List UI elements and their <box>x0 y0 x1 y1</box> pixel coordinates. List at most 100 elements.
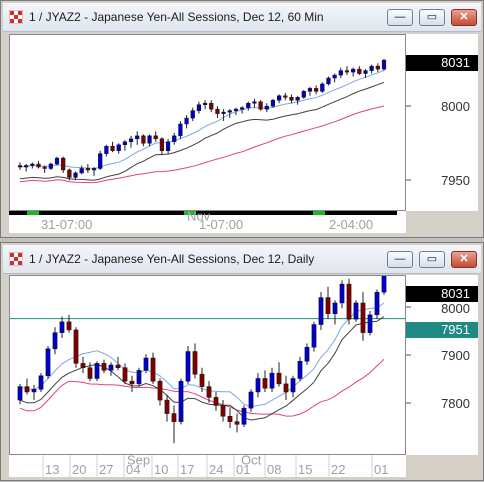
candle-body <box>276 372 282 385</box>
candle-body <box>178 123 183 137</box>
candle-body <box>172 135 177 143</box>
candle-body <box>91 168 97 171</box>
candle-body <box>301 91 306 98</box>
candle-body <box>98 153 103 169</box>
last-price-marker <box>406 286 478 302</box>
candle-body <box>24 386 30 393</box>
close-button[interactable]: ✕ <box>451 251 477 268</box>
last-price-marker <box>406 55 478 71</box>
candle-body <box>157 380 163 401</box>
candle-body <box>215 108 220 114</box>
candle-body <box>30 163 35 166</box>
candle-body <box>42 166 47 169</box>
price-axis[interactable]: 8031 8000 7950 <box>406 34 478 211</box>
candle-body <box>258 101 263 110</box>
candle-body <box>108 364 114 371</box>
price-chart-60min[interactable] <box>9 34 406 211</box>
date-label: 2-04:00 <box>329 217 373 232</box>
candle-body <box>367 314 373 333</box>
chart-app-icon <box>9 10 23 24</box>
date-label: 31-07:00 <box>41 217 92 232</box>
candle-body <box>52 332 58 350</box>
month-label: Nov <box>187 211 211 224</box>
candle-body <box>135 135 140 140</box>
candle-body <box>141 135 146 144</box>
candle-body <box>374 291 380 316</box>
candle-body <box>311 324 317 348</box>
candlestick-plot <box>10 273 405 444</box>
hline-price-label: 7951 <box>441 322 470 337</box>
candle-body <box>255 378 261 393</box>
date-label: 13 <box>45 462 59 477</box>
time-axis[interactable]: Sep Oct 13 20 27 04 10 17 24 01 08 15 22 01 <box>9 453 406 477</box>
moving-average-slow <box>19 105 385 184</box>
last-price-label: 8031 <box>441 55 470 70</box>
candle-body <box>252 101 257 104</box>
restore-button[interactable]: ▭ <box>419 9 445 26</box>
candle-body <box>213 397 219 406</box>
candle-body <box>199 373 205 387</box>
title-bar[interactable]: 1 / JYAZ2 - Japanese Yen-All Sessions, D… <box>3 3 481 32</box>
date-label: 08 <box>267 462 281 477</box>
time-axis[interactable]: Nov 31-07:00 1-07:00 2-04:00 <box>9 209 406 233</box>
candle-body <box>221 111 226 114</box>
candle-body <box>128 138 134 143</box>
candle-body <box>283 383 289 393</box>
candle-body <box>150 357 156 382</box>
candle-body <box>184 117 189 125</box>
candle-body <box>122 367 128 382</box>
restore-button[interactable]: ▭ <box>419 251 445 268</box>
candle-body <box>54 157 60 165</box>
candle-body <box>164 399 170 414</box>
candle-body <box>87 367 93 379</box>
candle-body <box>196 104 202 111</box>
session-marker <box>313 211 325 215</box>
candle-body <box>375 65 380 70</box>
candle-body <box>346 283 352 320</box>
candle-body <box>192 351 198 375</box>
candle-body <box>136 370 142 385</box>
date-label: 24 <box>209 462 223 477</box>
minimize-button[interactable]: — <box>387 251 413 268</box>
candle-body <box>190 110 195 119</box>
candle-body <box>31 389 37 393</box>
candle-body <box>227 415 233 422</box>
candle-body <box>320 83 325 92</box>
candle-body <box>202 102 208 105</box>
candle-body <box>143 357 149 371</box>
candle-body <box>80 363 86 368</box>
candle-body <box>326 77 331 85</box>
minimize-icon: — <box>394 253 406 265</box>
candle-body <box>45 348 51 377</box>
candle-body <box>159 138 164 151</box>
candle-body <box>115 364 121 368</box>
minimize-button[interactable]: — <box>387 9 413 26</box>
candle-body <box>178 380 184 422</box>
candle-body <box>234 421 240 425</box>
price-tick-label: 7800 <box>441 396 470 411</box>
price-tick-label: 8000 <box>441 301 470 316</box>
price-chart-daily[interactable] <box>9 273 406 455</box>
candle-body <box>227 110 232 113</box>
chart-app-icon <box>9 252 23 266</box>
lower-band <box>19 81 385 181</box>
candle-body <box>283 95 288 98</box>
candle-body <box>233 108 239 111</box>
restore-icon: ▭ <box>426 11 438 23</box>
candle-body <box>73 172 78 178</box>
month-label: Oct <box>241 455 262 468</box>
candle-body <box>73 329 79 364</box>
candle-body <box>122 141 127 145</box>
candle-body <box>101 363 107 371</box>
candle-body <box>66 321 72 331</box>
candle-body <box>185 351 191 382</box>
candle-body <box>295 97 300 101</box>
close-button[interactable]: ✕ <box>451 9 477 26</box>
candle-body <box>262 378 268 389</box>
price-axis[interactable]: 8031 8000 7951 7900 7800 <box>406 275 478 455</box>
date-label: 10 <box>154 462 168 477</box>
hline-price-marker <box>406 322 478 338</box>
title-bar[interactable]: 1 / JYAZ2 - Japanese Yen-All Sessions, D… <box>3 245 481 274</box>
candle-body <box>269 372 275 389</box>
candle-body <box>314 88 319 92</box>
